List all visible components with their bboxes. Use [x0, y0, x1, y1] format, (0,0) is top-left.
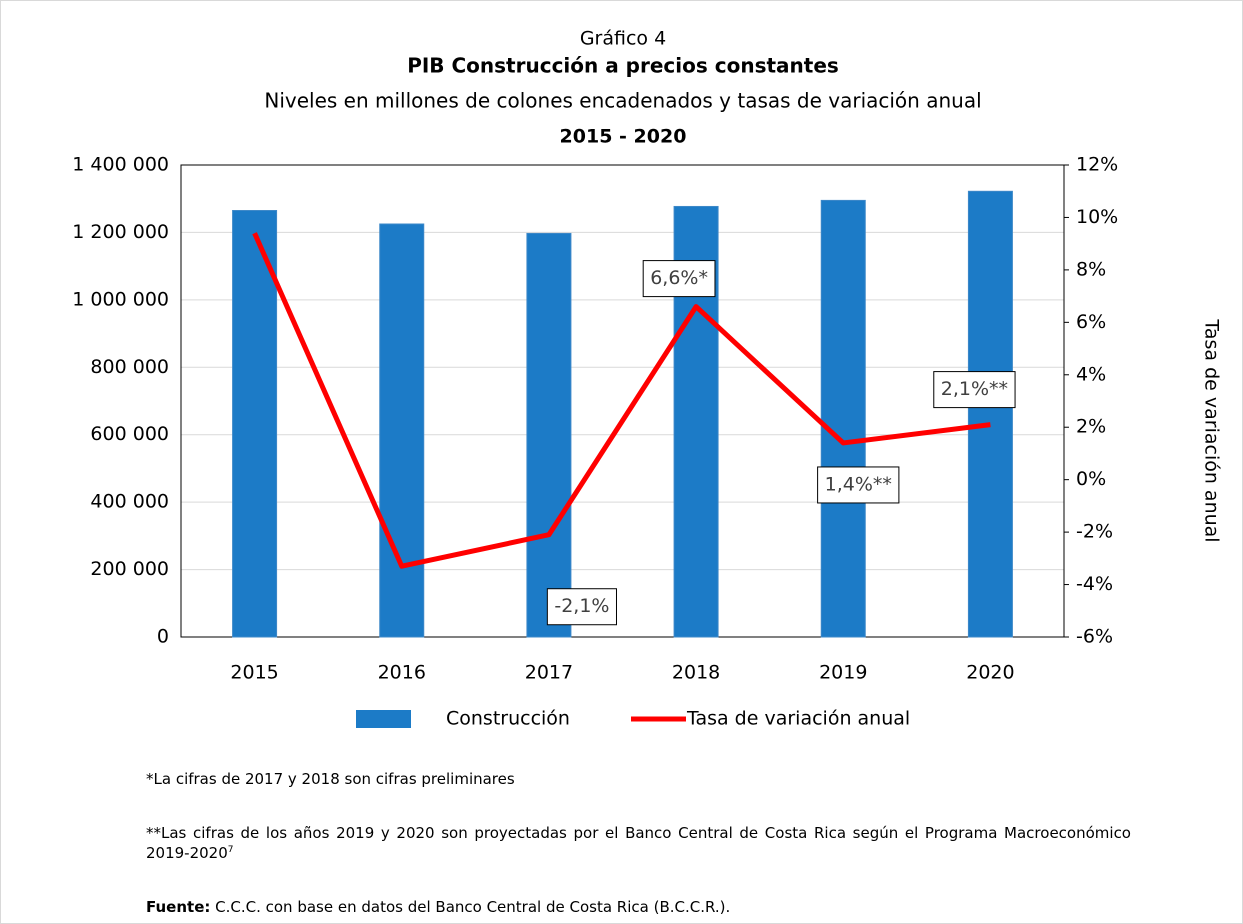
y-tick-label: 600 000	[90, 423, 169, 445]
y-tick-label: 800 000	[90, 356, 169, 378]
x-tick-label: 2015	[230, 662, 278, 684]
value-label-box	[546, 588, 617, 626]
legend-swatch	[356, 710, 411, 728]
y-tick-label: 1 200 000	[72, 221, 169, 243]
plot-frame	[180, 164, 1065, 638]
y-tick-label: 0	[157, 626, 169, 648]
y-tick-label: 1 000 000	[72, 288, 169, 310]
y2-tick-label: 2%	[1076, 416, 1106, 438]
value-label: 1,4%**	[825, 473, 892, 495]
bar	[526, 232, 572, 638]
y2-tick-label: 8%	[1076, 258, 1106, 280]
value-label: 2,1%**	[941, 378, 1008, 400]
y2-tick-label: 12%	[1076, 154, 1118, 176]
chart-subtitle2: Niveles en millones de colones encadenad…	[264, 89, 981, 113]
y2-tick-label: 10%	[1076, 206, 1118, 228]
y-tick-label: 400 000	[90, 491, 169, 513]
y2-tick-label: -4%	[1076, 573, 1113, 595]
source: Fuente: C.C.C. con base en datos del Ban…	[146, 899, 1131, 916]
x-tick-label: 2019	[819, 662, 867, 684]
chart: Gráfico 4 PIB Construcción a precios con…	[72, 28, 1223, 730]
y2-tick-label: -6%	[1076, 626, 1113, 648]
footnote-ref: 7	[227, 845, 234, 855]
footnote-text: **Las cifras de los años 2019 y 2020 son…	[146, 824, 1131, 862]
value-label-box	[933, 371, 1016, 409]
source-text: C.C.C. con base en datos del Banco Centr…	[210, 898, 731, 916]
footnote: *La cifras de 2017 y 2018 son cifras pre…	[146, 770, 515, 788]
value-label-box	[817, 466, 900, 504]
chart-period: 2015 - 2020	[560, 126, 687, 148]
y2-tick-label: -2%	[1076, 521, 1113, 543]
chart-title: Gráfico 4	[580, 28, 666, 50]
x-tick-label: 2016	[378, 662, 426, 684]
bar	[232, 210, 278, 638]
x-tick-label: 2020	[966, 662, 1014, 684]
y2-tick-label: 6%	[1076, 311, 1106, 333]
bar	[379, 223, 425, 638]
x-tick-label: 2017	[525, 662, 573, 684]
y-tick-label: 1 400 000	[72, 154, 169, 176]
y2-tick-label: 4%	[1076, 363, 1106, 385]
bar	[820, 199, 866, 638]
bar	[967, 190, 1013, 638]
legend-label: Tasa de variación anual	[686, 708, 910, 730]
source-label: Fuente:	[146, 898, 211, 916]
value-label: 6,6%*	[650, 267, 708, 289]
value-label: -2,1%	[554, 595, 609, 617]
line	[252, 232, 991, 569]
y2-axis-label: Tasa de variación anual	[1201, 318, 1223, 542]
chart-subtitle: PIB Construcción a precios constantes	[407, 54, 839, 78]
footnote: **Las cifras de los años 2019 y 2020 son…	[146, 825, 1131, 862]
value-label-box	[642, 260, 716, 298]
y-tick-label: 200 000	[90, 558, 169, 580]
legend-label: Construcción	[446, 708, 570, 730]
y2-tick-label: 0%	[1076, 468, 1106, 490]
x-tick-label: 2018	[672, 662, 720, 684]
